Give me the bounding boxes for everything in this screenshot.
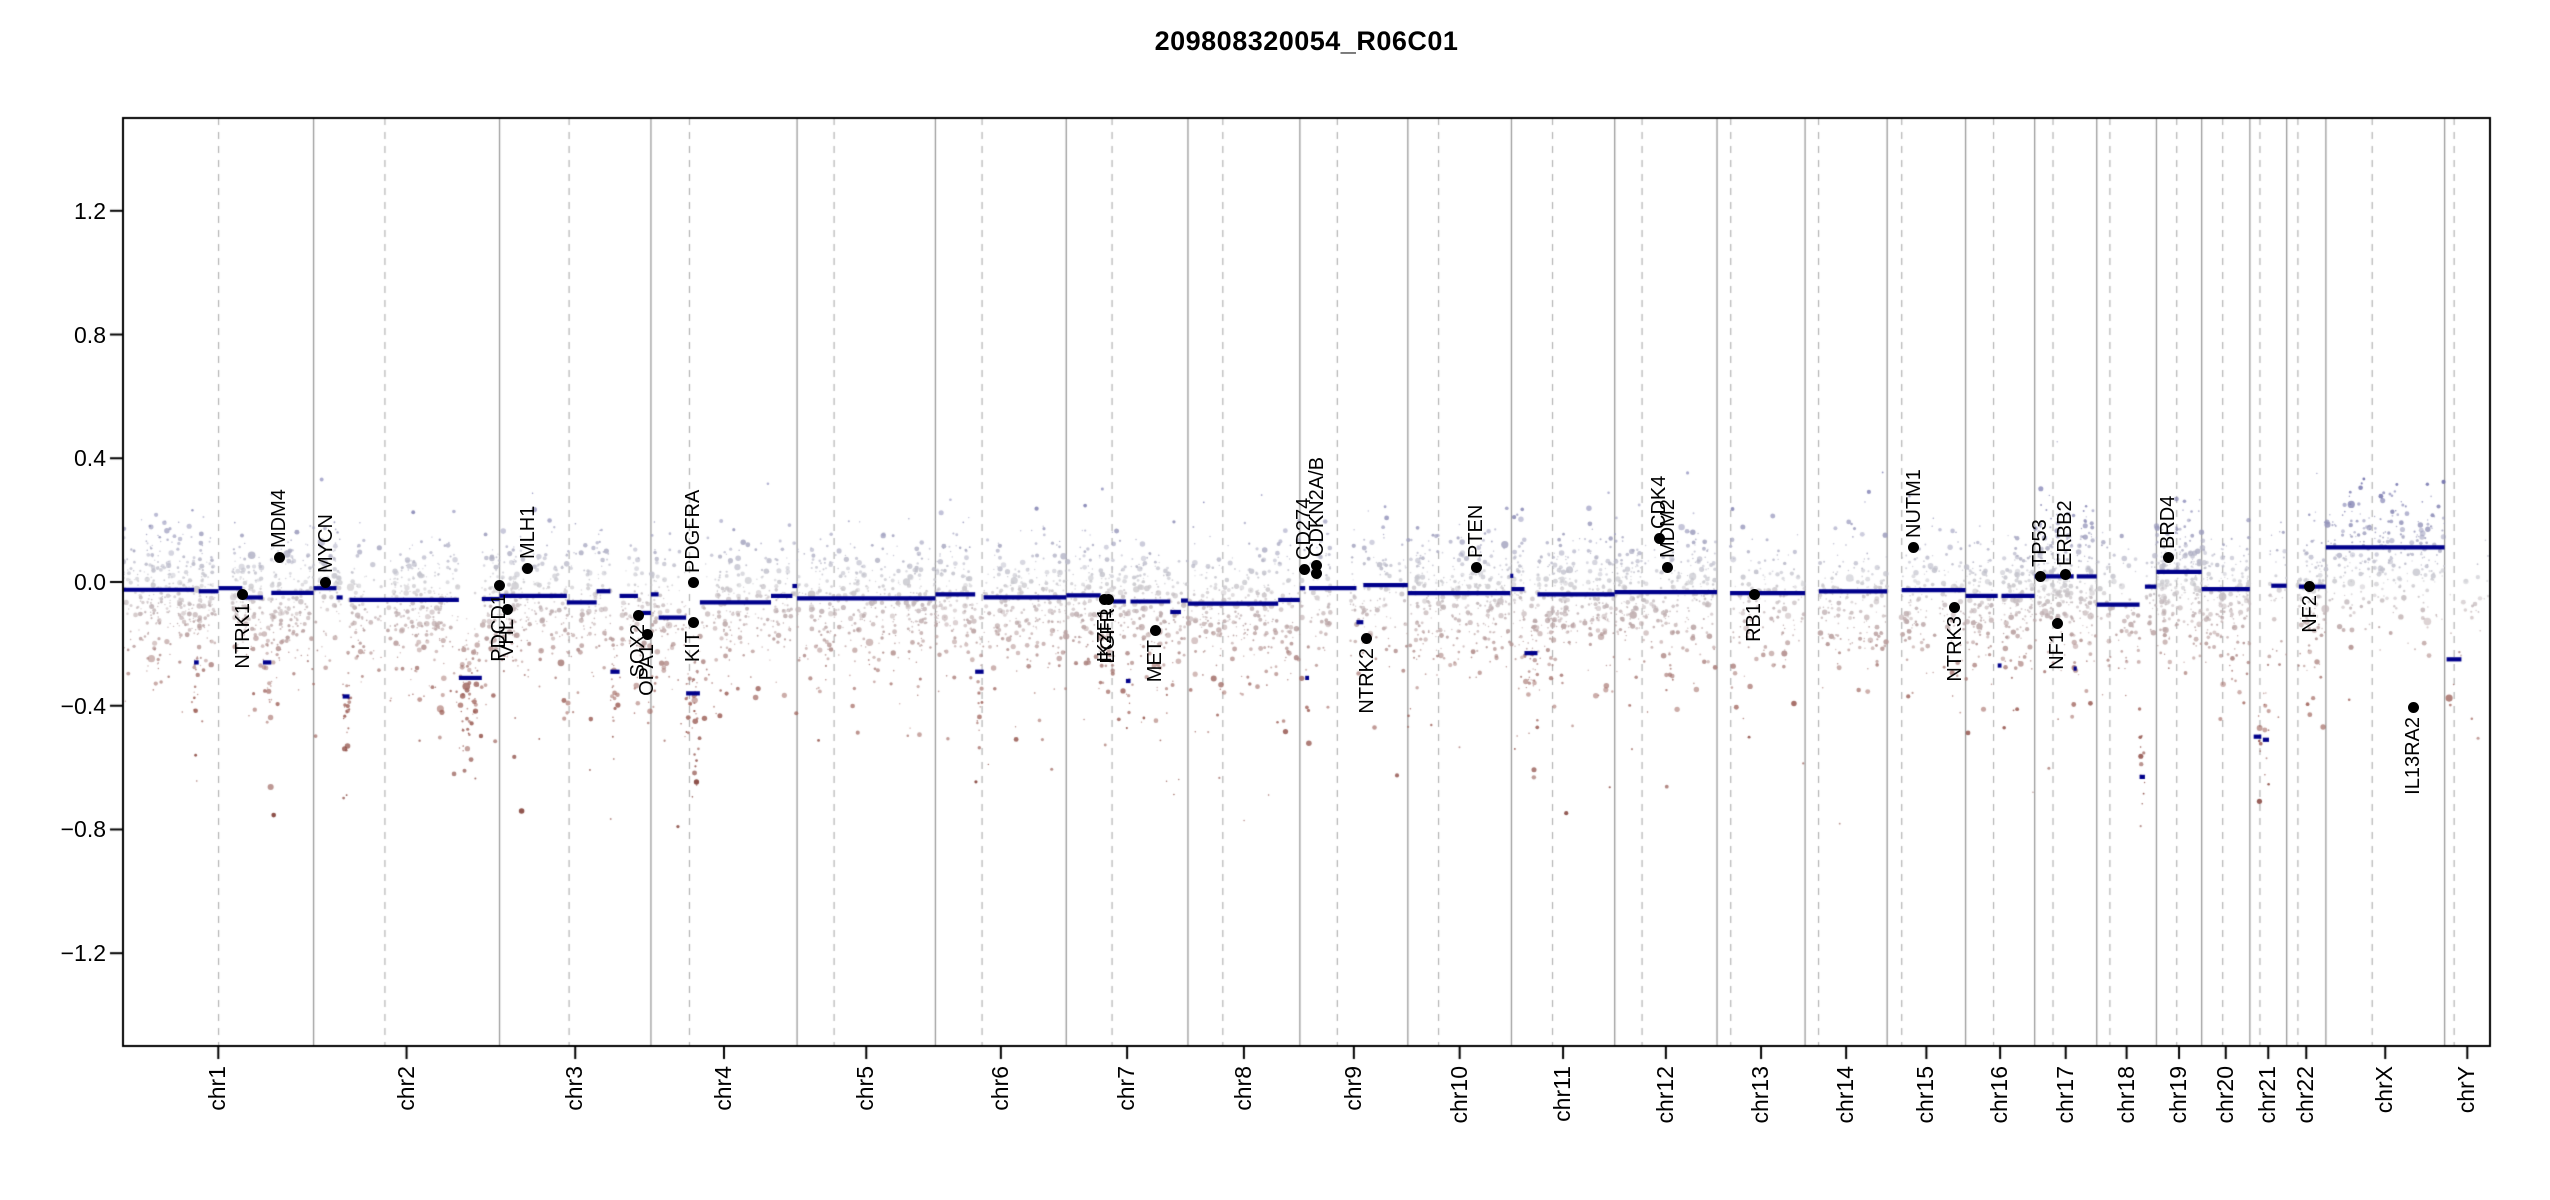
y-axis-tick-label: 0.8 (74, 321, 106, 348)
x-axis-chromosome-label: chr5 (852, 1066, 879, 1111)
gene-marker-dot (1748, 588, 1760, 600)
y-axis-tick-label: 1.2 (74, 197, 106, 224)
x-axis-chromosome-label: chr1 (204, 1066, 231, 1111)
gene-label: MET (1144, 639, 1167, 683)
gene-label: NTRK1 (231, 603, 254, 669)
gene-label: RB1 (1743, 603, 1766, 642)
x-axis-chromosome-label: chr18 (2112, 1066, 2139, 1124)
gene-label: NTRK2 (1355, 647, 1378, 714)
gene-marker-dot (687, 616, 699, 628)
x-axis-chromosome-label: chrX (2371, 1066, 2398, 1114)
gene-marker-dot (1311, 560, 1323, 572)
gene-label: NF1 (2046, 632, 2069, 670)
x-axis-chromosome-label: chr9 (1339, 1066, 1366, 1111)
gene-marker-dot (501, 604, 513, 616)
gene-label: KIT (682, 631, 705, 663)
x-axis-chromosome-label: chr10 (1445, 1066, 1472, 1124)
gene-label: CDKN2A/B (1305, 456, 1328, 557)
gene-marker-dot (493, 579, 505, 591)
gene-marker-dot (1298, 563, 1310, 575)
x-axis-chromosome-label: chr12 (1651, 1066, 1678, 1124)
gene-marker-dot (1149, 625, 1161, 637)
gene-marker-dot (1361, 633, 1373, 645)
gene-marker-dot (632, 609, 644, 621)
gene-marker-dot (1102, 593, 1114, 605)
gene-label: MYCN (314, 514, 337, 573)
x-axis-chromosome-label: chrY (2453, 1066, 2480, 1114)
gene-label: TP53 (2029, 519, 2052, 568)
gene-label: MLH1 (516, 505, 539, 560)
gene-marker-dot (2034, 570, 2046, 582)
x-axis-chromosome-label: chr17 (2051, 1066, 2078, 1124)
gene-label: EGFR (1097, 608, 1120, 664)
gene-marker-dot (1908, 541, 1920, 553)
x-axis-chromosome-label: chr11 (1549, 1066, 1576, 1122)
x-axis-chromosome-label: chr21 (2254, 1066, 2281, 1124)
gene-label: OPA1 (636, 643, 659, 696)
gene-label: MDM2 (1656, 499, 1679, 559)
gene-label: IL13RA2 (2402, 716, 2425, 795)
gene-label: BRD4 (2157, 495, 2180, 549)
x-axis-chromosome-label: chr22 (2292, 1066, 2319, 1124)
gene-label: NF2 (2298, 595, 2321, 633)
y-axis-tick-label: 0.0 (74, 569, 106, 595)
x-axis-chromosome-label: chr7 (1113, 1066, 1140, 1111)
x-axis-chromosome-label: chr20 (2211, 1066, 2238, 1124)
gene-marker-dot (1470, 561, 1482, 573)
y-axis-tick-label: −0.4 (60, 692, 106, 719)
x-axis-chromosome-label: chr14 (1832, 1066, 1859, 1124)
gene-marker-dot (1653, 532, 1665, 544)
gene-marker-dot (2059, 569, 2071, 581)
gene-label: MDM4 (268, 489, 291, 549)
gene-marker-dot (2407, 702, 2419, 714)
gene-marker-dot (687, 576, 699, 588)
gene-label: VHL (496, 618, 519, 658)
gene-marker-dot (522, 562, 534, 574)
y-axis-tick-label: −1.2 (60, 940, 106, 967)
gene-marker-dot (1949, 601, 1961, 613)
x-axis-chromosome-label: chr4 (710, 1066, 737, 1111)
gene-marker-dot (2051, 617, 2063, 629)
x-axis-chromosome-label: chr13 (1747, 1066, 1774, 1124)
gene-marker-dot (2304, 580, 2316, 592)
gene-label: PTEN (1465, 504, 1488, 559)
y-axis-tick-label: −0.8 (60, 816, 106, 843)
gene-label: PDGFRA (682, 489, 705, 573)
gene-label: ERBB2 (2054, 500, 2077, 566)
x-axis-chromosome-label: chr16 (1986, 1066, 2013, 1124)
gene-marker-dot (2162, 552, 2174, 564)
gene-marker-dot (273, 551, 285, 563)
x-axis-chromosome-label: chr6 (986, 1066, 1013, 1111)
x-axis-chromosome-label: chr15 (1912, 1066, 1939, 1124)
plot-title: 209808320054_R06C01 (1154, 26, 1459, 56)
gene-marker-dot (237, 588, 249, 600)
x-axis-chromosome-label: chr19 (2165, 1066, 2192, 1124)
x-axis-chromosome-label: chr3 (561, 1066, 588, 1111)
gene-label: NTRK3 (1943, 616, 1966, 682)
gene-marker-dot (1662, 561, 1674, 573)
gene-marker-dot (1311, 568, 1323, 580)
y-axis-tick-label: 0.4 (74, 445, 106, 472)
x-axis-chromosome-label: chr8 (1229, 1066, 1256, 1111)
gene-label: NUTM1 (1902, 469, 1925, 539)
gene-marker-dot (641, 629, 653, 641)
x-axis-chromosome-label: chr2 (392, 1066, 419, 1111)
gene-marker-dot (320, 576, 332, 588)
